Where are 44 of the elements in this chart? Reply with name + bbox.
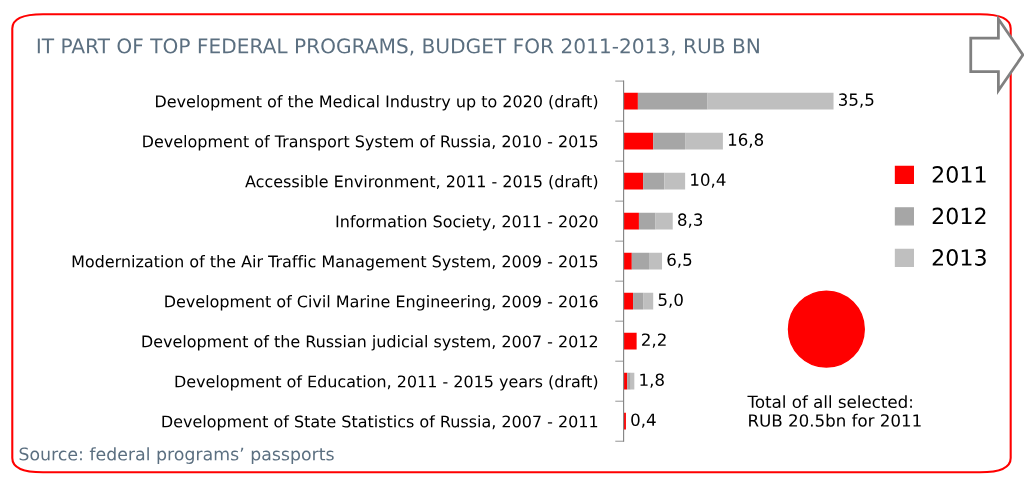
bar <box>623 292 634 310</box>
legend-label: 2012 <box>932 207 986 225</box>
annotation: 0,4 <box>631 413 656 428</box>
y-tick-label: Development of Transport System of Russia, 2010 - 2015 <box>143 135 598 151</box>
bar <box>643 172 665 190</box>
bar <box>638 212 656 230</box>
bar <box>655 212 673 230</box>
y-tick-label: Development of Education, 2011 - 2015 years (draft) <box>175 375 598 391</box>
legend-label: 2013 <box>932 249 986 266</box>
bar <box>685 132 723 150</box>
bar <box>637 92 708 110</box>
bar <box>623 132 654 150</box>
annotation: Total of all selected: RUB 20.5bn for 2011 <box>747 395 921 427</box>
text: IT PART OF TOP FEDERAL PROGRAMS, BUDGET FOR 2011-2013, RUB BN <box>37 38 759 56</box>
annotation: 6,5 <box>667 253 692 268</box>
legend-label: 2011 <box>932 166 986 183</box>
y-tick-label: Information Society, 2011 - 2020 <box>336 215 598 231</box>
y-tick-label: Accessible Environment, 2011 - 2015 (draft) <box>245 175 598 190</box>
annotation: 5,0 <box>658 293 683 308</box>
bar <box>633 292 644 310</box>
bar <box>653 132 686 150</box>
bar <box>649 252 663 270</box>
y-tick-label: Modernization of the Air Traffic Management System, 2009 - 2015 <box>72 255 598 271</box>
annotation: 2,2 <box>642 333 666 348</box>
bar <box>623 252 632 270</box>
y-tick-label: Development of the Medical Industry up to 2020 (draft) <box>156 95 598 111</box>
bar <box>623 92 638 110</box>
bar <box>623 212 639 230</box>
bar <box>664 172 686 190</box>
y-tick-label: Development of Civil Marine Engineering, 2009 - 2016 <box>165 295 598 311</box>
y-tick-label: Development of the Russian judicial system, 2007 - 2012 <box>142 335 598 351</box>
y-tick-label: Development of State Statistics of Russia, 2007 - 2011 <box>162 415 598 431</box>
bar <box>643 292 654 310</box>
annotation: 10,4 <box>691 173 726 188</box>
annotation: 35,5 <box>839 93 874 108</box>
annotation: 16,8 <box>728 133 764 148</box>
annotation: 1,8 <box>640 373 664 388</box>
bar <box>623 172 644 190</box>
bar <box>623 332 637 350</box>
bar <box>707 92 834 110</box>
source-note: Source: federal programs’ passports <box>19 447 334 464</box>
bar <box>631 252 650 270</box>
annotation: 8,3 <box>678 213 703 228</box>
bar <box>627 372 631 390</box>
